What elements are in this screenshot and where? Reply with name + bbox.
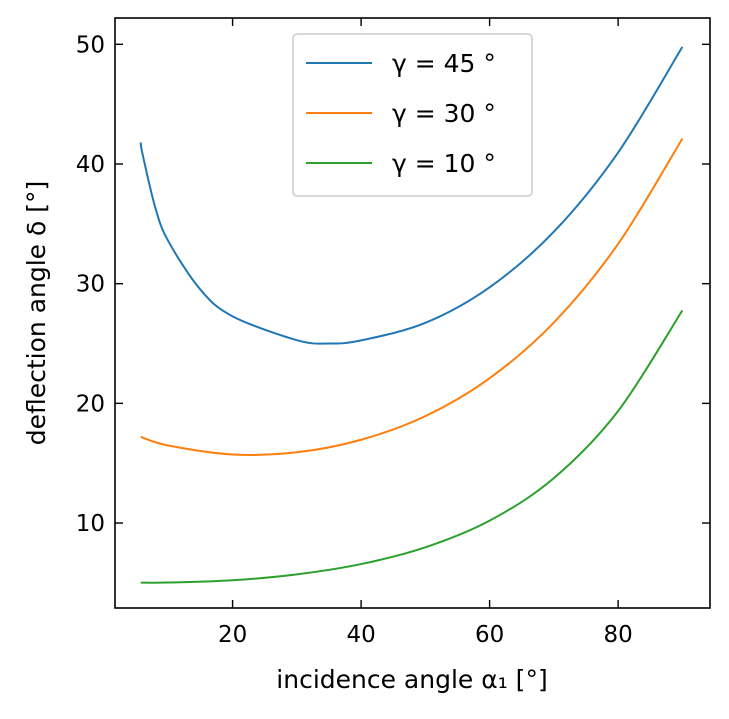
y-axis-label: deflection angle δ [°] bbox=[22, 181, 51, 446]
y-tick-label: 50 bbox=[76, 32, 105, 58]
ticks: 20 40 60 80 10 20 30 40 50 bbox=[76, 18, 710, 648]
legend: γ = 45 ° γ = 30 ° γ = 10 ° bbox=[292, 33, 533, 197]
legend-label: γ = 10 ° bbox=[392, 149, 496, 178]
x-tick-label: 80 bbox=[603, 622, 632, 648]
y-tick-label: 10 bbox=[76, 511, 105, 537]
x-tick-label: 40 bbox=[346, 622, 375, 648]
legend-box bbox=[292, 33, 533, 197]
x-tick-label: 60 bbox=[475, 622, 504, 648]
axes-frame bbox=[114, 17, 711, 609]
series-line-2 bbox=[140, 309, 684, 584]
series-line-1 bbox=[140, 138, 684, 456]
series-line-0 bbox=[139, 46, 684, 345]
y-tick-label: 20 bbox=[76, 391, 105, 417]
x-tick-label: 20 bbox=[218, 622, 247, 648]
y-tick-label: 30 bbox=[76, 272, 105, 298]
legend-label: γ = 30 ° bbox=[392, 99, 496, 128]
y-tick-label: 40 bbox=[76, 152, 105, 178]
legend-label: γ = 45 ° bbox=[392, 49, 496, 78]
curves bbox=[139, 46, 684, 584]
x-axis-label: incidence angle α₁ [°] bbox=[276, 665, 547, 694]
